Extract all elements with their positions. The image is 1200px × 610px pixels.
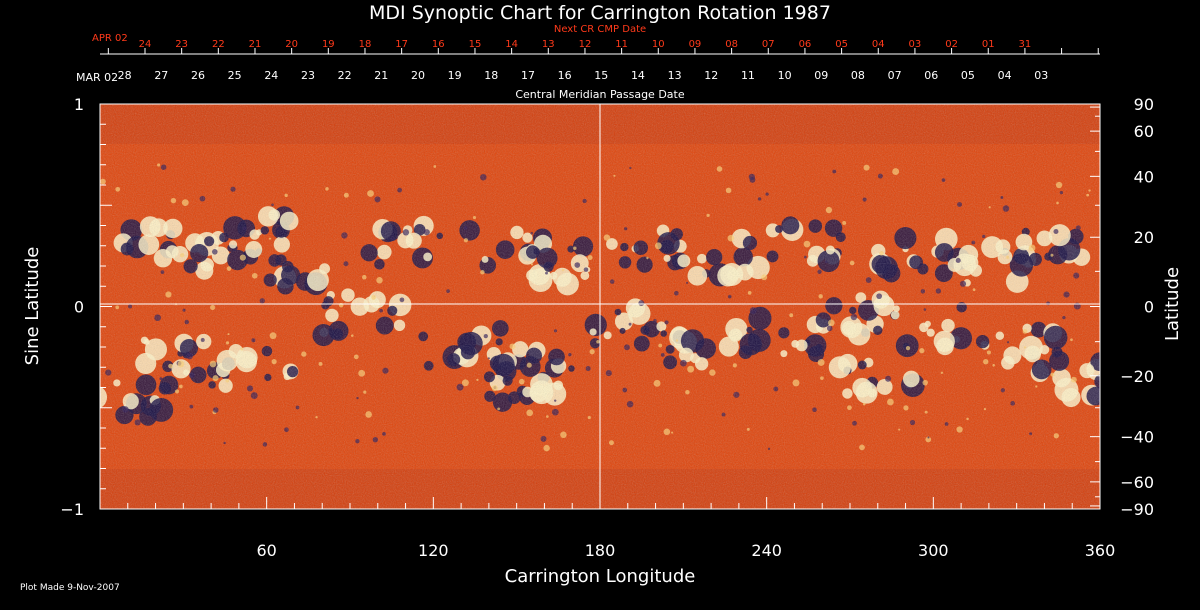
next-cr-date-label: 11 bbox=[615, 39, 628, 50]
next-cr-date-label: 06 bbox=[799, 39, 812, 50]
plot-made-text: Plot Made 9-Nov-2007 bbox=[20, 583, 120, 593]
cmp-date-label: 08 bbox=[851, 69, 865, 82]
cmp-date-label: 10 bbox=[778, 69, 792, 82]
cmp-date-label: 25 bbox=[228, 69, 242, 82]
next-cr-date-label: 18 bbox=[359, 39, 372, 50]
axis-ticks bbox=[99, 103, 1101, 510]
x-tick-label: 360 bbox=[1085, 541, 1116, 560]
chart-title: MDI Synoptic Chart for Carrington Rotati… bbox=[369, 2, 831, 24]
next-cr-date-label: 07 bbox=[762, 39, 775, 50]
left-y-tick-labels: 1 0 −1 bbox=[60, 95, 84, 519]
next-cr-date-label: 02 bbox=[945, 39, 958, 50]
cmp-date-label: 13 bbox=[668, 69, 682, 82]
cmp-date-label: 23 bbox=[301, 69, 315, 82]
x-tick-label: 180 bbox=[585, 541, 616, 560]
cmp-date-label: 03 bbox=[1034, 69, 1048, 82]
cmp-date-label: 05 bbox=[961, 69, 975, 82]
next-cr-date-label: 22 bbox=[212, 39, 225, 50]
left-y-tick-label: 0 bbox=[74, 298, 84, 317]
x-axis-label: Carrington Longitude bbox=[505, 566, 696, 587]
next-cr-date-label: 13 bbox=[542, 39, 555, 50]
x-tick-labels: 60 120 180 240 300 360 bbox=[256, 541, 1115, 560]
cmp-date-label: 09 bbox=[814, 69, 828, 82]
next-cr-date-label: 17 bbox=[395, 39, 408, 50]
next-cr-ticks bbox=[107, 48, 1099, 54]
left-y-tick-label: −1 bbox=[60, 500, 84, 519]
cmp-date-label: 11 bbox=[741, 69, 755, 82]
left-y-axis-label: Sine Latitude bbox=[22, 247, 43, 366]
next-cr-date-label: 03 bbox=[909, 39, 922, 50]
cmp-date-label: 06 bbox=[924, 69, 938, 82]
next-cr-date-label: 21 bbox=[249, 39, 262, 50]
cmp-date-label: 19 bbox=[448, 69, 462, 82]
next-cr-date-label: 15 bbox=[469, 39, 482, 50]
right-y-tick-label: 60 bbox=[1134, 122, 1154, 141]
next-cr-date-labels: 24 23 22 21 20 19 18 17 16 15 14 13 12 11 10 09 08 07 06 05… bbox=[139, 39, 1032, 50]
right-y-tick-label: 0 bbox=[1144, 298, 1154, 317]
next-cr-date-label: 14 bbox=[505, 39, 518, 50]
next-cr-date-label: 08 bbox=[725, 39, 738, 50]
cmp-date-label: 24 bbox=[264, 69, 278, 82]
next-cr-date-label: 05 bbox=[835, 39, 848, 50]
cmp-date-label: 26 bbox=[191, 69, 205, 82]
x-tick-label: 60 bbox=[256, 541, 276, 560]
right-y-tick-labels: 90 60 40 20 0 −20 −40 −60 −90 bbox=[1120, 95, 1154, 519]
x-tick-label: 240 bbox=[751, 541, 782, 560]
negative-flux-patch bbox=[1103, 384, 1116, 397]
cmp-start-label: MAR 02 bbox=[76, 71, 118, 84]
next-cr-date-label: 09 bbox=[689, 39, 702, 50]
cmp-date-label: 27 bbox=[154, 69, 168, 82]
cmp-date-label: 22 bbox=[338, 69, 352, 82]
cmp-date-label: 17 bbox=[521, 69, 535, 82]
next-cr-date-label: 01 bbox=[982, 39, 995, 50]
x-tick-label: 120 bbox=[418, 541, 449, 560]
right-y-axis-label: Latitude bbox=[1162, 267, 1183, 341]
cmp-date-label: 21 bbox=[374, 69, 388, 82]
next-cr-date-label: 20 bbox=[285, 39, 298, 50]
cmp-date-label: 20 bbox=[411, 69, 425, 82]
next-cr-date-label: 19 bbox=[322, 39, 335, 50]
cmp-date-labels: 28 27 26 25 24 23 22 21 20 19 18 17 16 15 14 13 12 11 10 09… bbox=[118, 69, 1049, 82]
right-y-tick-label: 40 bbox=[1134, 167, 1154, 186]
left-y-tick-label: 1 bbox=[74, 95, 84, 114]
x-tick-label: 300 bbox=[918, 541, 949, 560]
cmp-date-label: 07 bbox=[888, 69, 902, 82]
next-cr-axis-label: Next CR CMP Date bbox=[554, 24, 646, 35]
next-cr-date-label: 24 bbox=[139, 39, 152, 50]
right-y-tick-label: −20 bbox=[1120, 367, 1154, 386]
cmp-date-label: 18 bbox=[484, 69, 498, 82]
next-cr-date-label: 31 bbox=[1019, 39, 1032, 50]
next-cr-date-label: 10 bbox=[652, 39, 665, 50]
next-cr-date-label: 04 bbox=[872, 39, 885, 50]
next-cr-date-label: 12 bbox=[579, 39, 592, 50]
next-cr-start-label: APR 02 bbox=[92, 33, 128, 44]
right-y-tick-label: −40 bbox=[1120, 428, 1154, 447]
right-y-tick-label: −90 bbox=[1120, 500, 1154, 519]
cmp-date-label: 04 bbox=[998, 69, 1012, 82]
cmp-date-label: 14 bbox=[631, 69, 645, 82]
next-cr-date-label: 23 bbox=[175, 39, 188, 50]
cmp-date-label: 16 bbox=[558, 69, 572, 82]
cmp-axis-label: Central Meridian Passage Date bbox=[515, 88, 684, 101]
next-cr-date-label: 16 bbox=[432, 39, 445, 50]
cmp-date-label: 15 bbox=[594, 69, 608, 82]
positive-flux-patch bbox=[88, 395, 99, 406]
cmp-date-label: 28 bbox=[118, 69, 132, 82]
cmp-date-label: 12 bbox=[704, 69, 718, 82]
right-y-tick-label: −60 bbox=[1120, 473, 1154, 492]
right-y-tick-label: 20 bbox=[1134, 228, 1154, 247]
right-y-tick-label: 90 bbox=[1134, 95, 1154, 114]
